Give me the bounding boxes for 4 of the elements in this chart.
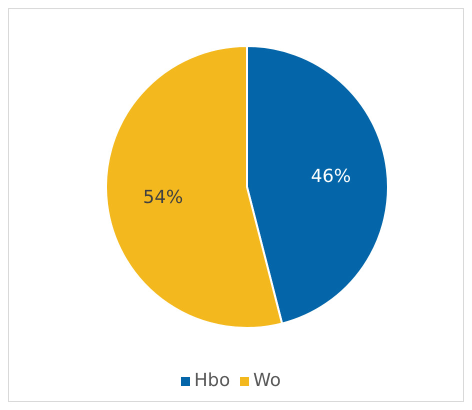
data-label: 46% [310, 166, 351, 187]
data-label: 54% [143, 187, 184, 208]
legend-label: Wo [253, 370, 281, 391]
legend-label: Hbo [194, 370, 230, 391]
